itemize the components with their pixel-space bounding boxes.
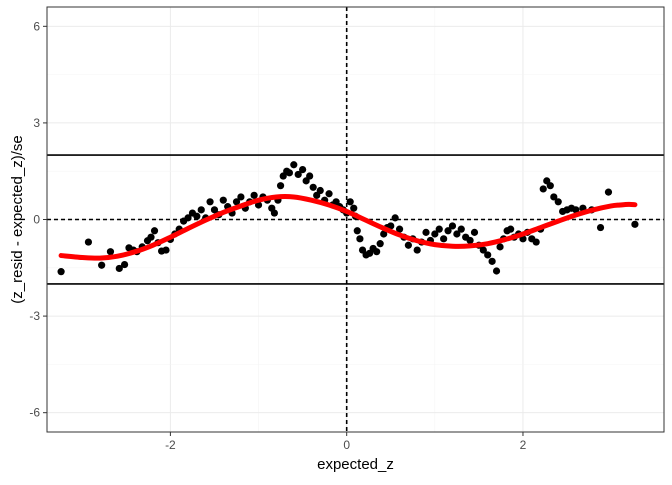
data-point bbox=[147, 233, 155, 241]
data-point bbox=[316, 186, 324, 195]
data-point bbox=[353, 227, 361, 235]
data-point bbox=[210, 206, 219, 214]
y-tick-label: 3 bbox=[33, 116, 40, 130]
data-point bbox=[150, 227, 159, 235]
data-point bbox=[440, 235, 448, 243]
data-point bbox=[532, 238, 540, 246]
data-point bbox=[299, 165, 307, 174]
data-point bbox=[431, 230, 439, 238]
data-point bbox=[435, 225, 443, 233]
data-point bbox=[285, 169, 293, 177]
x-tick-label: -2 bbox=[165, 438, 176, 452]
data-point bbox=[631, 220, 639, 228]
data-point bbox=[391, 214, 399, 222]
y-tick-label: -3 bbox=[29, 309, 40, 323]
smooth-fit-line bbox=[58, 194, 638, 261]
data-point bbox=[453, 230, 461, 238]
data-point bbox=[193, 212, 201, 220]
data-point bbox=[294, 170, 302, 179]
data-point bbox=[309, 183, 317, 191]
y-axis-label: (z_resid - expected_z)/se bbox=[9, 135, 26, 303]
data-point bbox=[492, 267, 501, 275]
y-tick-label: -6 bbox=[29, 406, 40, 420]
data-point bbox=[197, 206, 205, 214]
data-point bbox=[98, 261, 106, 269]
data-point bbox=[84, 238, 93, 246]
x-tick-label: 2 bbox=[520, 438, 527, 452]
data-point bbox=[448, 222, 457, 230]
data-point bbox=[376, 240, 384, 248]
smooth-curve bbox=[58, 194, 638, 261]
data-point bbox=[373, 248, 381, 256]
data-point bbox=[466, 236, 474, 245]
data-point bbox=[422, 228, 430, 236]
data-point bbox=[546, 182, 554, 190]
data-point bbox=[554, 198, 562, 206]
data-point bbox=[395, 225, 404, 233]
data-point bbox=[550, 193, 558, 201]
data-point bbox=[325, 190, 333, 198]
grid bbox=[47, 7, 664, 432]
data-point bbox=[484, 251, 492, 259]
data-point bbox=[57, 268, 65, 276]
data-point bbox=[507, 225, 515, 233]
data-point bbox=[488, 257, 496, 265]
y-tick-label: 0 bbox=[33, 213, 40, 227]
data-point bbox=[380, 230, 388, 238]
data-point bbox=[184, 214, 192, 222]
data-point bbox=[206, 198, 214, 206]
data-point bbox=[356, 235, 364, 243]
data-point bbox=[470, 228, 479, 236]
data-point bbox=[219, 196, 227, 204]
data-point bbox=[572, 206, 580, 214]
data-point bbox=[232, 198, 241, 206]
data-point bbox=[162, 246, 170, 254]
data-point bbox=[106, 248, 115, 256]
data-point bbox=[237, 193, 245, 201]
data-point bbox=[496, 243, 504, 251]
data-point bbox=[604, 188, 613, 196]
data-point bbox=[346, 198, 354, 206]
data-point bbox=[115, 264, 123, 273]
data-point bbox=[350, 204, 358, 212]
data-point bbox=[444, 227, 452, 235]
data-point bbox=[457, 225, 465, 233]
data-point bbox=[120, 260, 129, 269]
data-point bbox=[290, 161, 298, 169]
data-point bbox=[387, 222, 395, 230]
axes: -2 0 2 -6 -3 0 3 6 bbox=[29, 19, 526, 452]
data-point bbox=[479, 246, 487, 254]
y-tick-label: 6 bbox=[33, 19, 40, 33]
x-axis-label: expected_z bbox=[317, 456, 394, 473]
data-point bbox=[596, 223, 605, 232]
data-point bbox=[306, 172, 314, 180]
data-point bbox=[250, 191, 258, 199]
data-points bbox=[57, 161, 639, 276]
data-point bbox=[539, 185, 547, 193]
data-point bbox=[276, 182, 285, 190]
data-point bbox=[413, 246, 421, 254]
data-point bbox=[270, 209, 279, 217]
data-point bbox=[404, 241, 412, 249]
x-tick-label: 0 bbox=[343, 438, 350, 452]
